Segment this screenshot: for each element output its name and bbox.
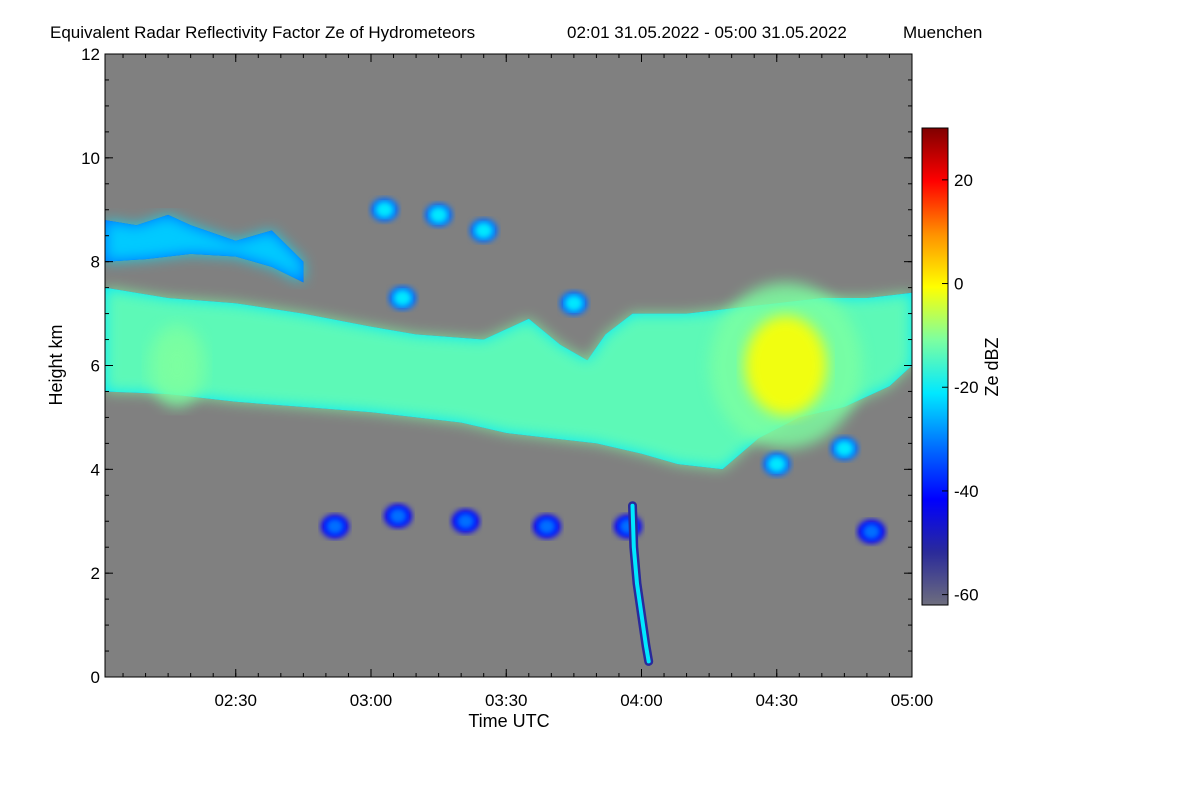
colorbar-tick-label: -40 [954,482,979,501]
high-fragments-4 [564,295,583,312]
chart-location: Muenchen [903,23,982,42]
high-fragments-0 [375,201,394,218]
y-tick-label: 6 [91,357,100,376]
y-axis-label: Height km [46,324,66,405]
low-convective-cells-0 [325,518,344,535]
y-tick-label: 0 [91,668,100,687]
high-fragments-2 [474,222,493,239]
colorbar-tick-label: -20 [954,378,979,397]
x-tick-label: 03:30 [485,691,528,710]
y-tick-label: 2 [91,564,100,583]
x-tick-label: 05:00 [891,691,934,710]
high-fragments-3 [393,290,412,307]
chart-time-range: 02:01 31.05.2022 - 05:00 31.05.2022 [567,23,847,42]
high-fragments-6 [767,456,786,473]
low-convective-cells-3 [537,518,556,535]
x-axis: 02:30 03:00 03:30 04:00 04:30 05:00 [122,54,934,710]
colorbar-tick-label: -60 [954,586,979,605]
low-convective-cells-1 [389,508,408,525]
colorbar-tick-label: 0 [954,275,963,294]
secondary-core [161,340,193,391]
colorbar-label: Ze dBZ [982,337,1002,396]
x-tick-label: 04:00 [620,691,663,710]
x-tick-label: 03:00 [350,691,393,710]
mid-level-stratiform-layer-inner [105,287,912,470]
y-tick-label: 8 [91,253,100,272]
high-fragments-1 [429,206,448,223]
low-convective-cells-2 [456,513,475,530]
low-convective-cells-5 [862,523,881,540]
y-tick-label: 12 [81,45,100,64]
chart-title: Equivalent Radar Reflectivity Factor Ze … [50,23,475,42]
x-tick-label: 04:30 [755,691,798,710]
y-tick-label: 10 [81,149,100,168]
plot-area [104,53,913,678]
y-tick-label: 4 [91,460,100,479]
colorbar-bar [921,127,949,606]
colorbar-tick-label: 20 [954,171,973,190]
colorbar: 20 0 -20 -40 -60 [921,127,979,606]
high-fragments-5 [835,440,854,457]
x-axis-label: Time UTC [468,711,549,731]
upper-ice-cloud-inner [105,214,304,283]
deep-reflectivity-core [744,315,827,416]
x-tick-label: 02:30 [214,691,257,710]
precipitation-shaft [630,503,651,664]
reflectivity-field [105,197,912,666]
y-axis: 0 2 4 6 8 10 12 [81,45,912,687]
